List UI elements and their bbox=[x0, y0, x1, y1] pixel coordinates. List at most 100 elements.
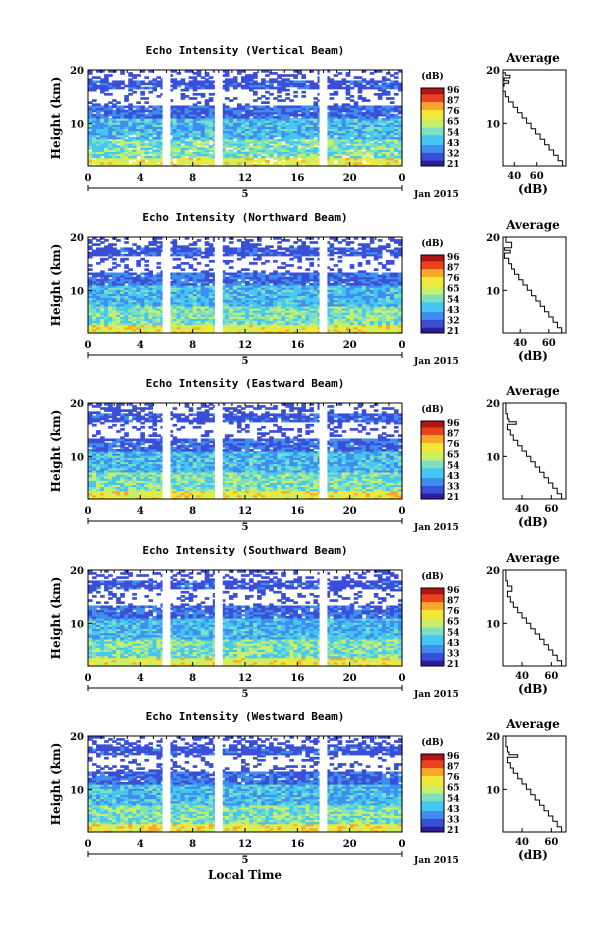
heatmap-cell bbox=[269, 140, 274, 144]
heatmap-cell bbox=[236, 136, 242, 140]
heatmap-cell bbox=[112, 99, 117, 102]
heatmap-cell bbox=[333, 136, 339, 140]
heatmap-cell bbox=[285, 115, 290, 119]
heatmap-cell bbox=[104, 124, 109, 127]
heatmap-cell bbox=[349, 153, 355, 157]
x-tick-label: 0 bbox=[85, 173, 92, 184]
heatmap-cell bbox=[108, 122, 113, 125]
heatmap-cell bbox=[285, 88, 290, 92]
heatmap-cell bbox=[389, 157, 395, 161]
heatmap-cell bbox=[240, 84, 246, 88]
heatmap-cell bbox=[285, 276, 290, 280]
heatmap-cell bbox=[337, 155, 343, 159]
heatmap-cell bbox=[176, 115, 182, 119]
heatmap-cell bbox=[357, 113, 363, 117]
heatmap-cell bbox=[124, 118, 129, 121]
heatmap-cell bbox=[361, 128, 367, 132]
heatmap-cell bbox=[184, 140, 190, 144]
heatmap-cell bbox=[148, 163, 154, 167]
heatmap-cell bbox=[313, 132, 319, 136]
heatmap-cell bbox=[144, 145, 149, 148]
heatmap-cell bbox=[120, 136, 125, 140]
heatmap-cell bbox=[361, 163, 367, 167]
heatmap-cell bbox=[224, 120, 230, 123]
heatmap-cell bbox=[236, 159, 242, 163]
heatmap-cell bbox=[349, 163, 355, 167]
panel-title: Echo Intensity (Vertical Beam) bbox=[146, 44, 345, 57]
heatmap-cell bbox=[337, 130, 343, 134]
heatmap-cell bbox=[140, 147, 145, 150]
heatmap-cell bbox=[240, 145, 246, 148]
heatmap-cell bbox=[261, 105, 266, 109]
heatmap-cell bbox=[124, 105, 129, 109]
heatmap-cell bbox=[301, 122, 306, 125]
heatmap-cell bbox=[329, 140, 335, 144]
heatmap-cell bbox=[116, 163, 121, 167]
heatmap-cell bbox=[168, 122, 174, 125]
heatmap-cell bbox=[208, 132, 214, 136]
heatmap-cell bbox=[196, 128, 202, 132]
heatmap-cell bbox=[289, 122, 294, 125]
heatmap-cell bbox=[204, 130, 210, 134]
heatmap-cell bbox=[180, 153, 186, 157]
heatmap-cell bbox=[208, 126, 214, 130]
heatmap-cell bbox=[188, 122, 194, 125]
heatmap-cell bbox=[269, 78, 274, 82]
heatmap-cell bbox=[257, 138, 262, 142]
heatmap-cell bbox=[393, 136, 399, 140]
heatmap-cell bbox=[285, 161, 290, 165]
heatmap-cell bbox=[140, 143, 145, 146]
heatmap-cell bbox=[140, 97, 145, 100]
heatmap-cell bbox=[104, 92, 109, 96]
heatmap-cell bbox=[249, 151, 254, 155]
heatmap-cell bbox=[325, 130, 331, 134]
heatmap-cell bbox=[257, 151, 262, 155]
heatmap-cell bbox=[172, 138, 178, 142]
heatmap-cell bbox=[236, 151, 242, 155]
heatmap-cell bbox=[277, 74, 282, 77]
heatmap-cell bbox=[273, 138, 278, 142]
heatmap-cell bbox=[104, 115, 109, 119]
heatmap-cell bbox=[180, 132, 186, 136]
heatmap-cell bbox=[184, 149, 190, 152]
heatmap-cell bbox=[305, 84, 311, 88]
heatmap-cell bbox=[232, 272, 238, 276]
heatmap-cell bbox=[192, 128, 198, 132]
heatmap-cell bbox=[96, 128, 101, 132]
heatmap-cell bbox=[249, 155, 254, 159]
heatmap-cell bbox=[245, 155, 250, 159]
heatmap-cell bbox=[92, 109, 97, 113]
heatmap-cell bbox=[168, 124, 174, 127]
heatmap-cell bbox=[176, 122, 182, 125]
heatmap-cell bbox=[261, 120, 266, 123]
heatmap-cell bbox=[269, 118, 274, 121]
heatmap-cell bbox=[397, 132, 403, 136]
heatmap-cell bbox=[228, 124, 234, 127]
heatmap-cell bbox=[349, 161, 355, 165]
heatmap-cell bbox=[188, 282, 194, 286]
heatmap-cell bbox=[381, 105, 387, 109]
heatmap-cell bbox=[208, 134, 214, 138]
heatmap-cell bbox=[188, 272, 194, 276]
heatmap-cell bbox=[385, 147, 391, 150]
heatmap-cell bbox=[180, 126, 186, 130]
heatmap-cell bbox=[249, 134, 254, 138]
heatmap-cell bbox=[220, 143, 226, 146]
heatmap-cell bbox=[156, 147, 162, 150]
heatmap-cell bbox=[369, 159, 375, 163]
heatmap-cell bbox=[240, 118, 246, 121]
heatmap-cell bbox=[369, 113, 375, 117]
heatmap-cell bbox=[385, 138, 391, 142]
heatmap-cell bbox=[100, 105, 105, 109]
heatmap-cell bbox=[140, 163, 145, 167]
heatmap-cell bbox=[361, 120, 367, 123]
heatmap-cell bbox=[148, 130, 154, 134]
heatmap-cell bbox=[200, 124, 206, 127]
heatmap-cell bbox=[377, 84, 383, 88]
heatmap-cell bbox=[245, 111, 250, 115]
heatmap-cell bbox=[273, 134, 278, 138]
heatmap-cell bbox=[309, 124, 315, 127]
heatmap-cell bbox=[152, 157, 158, 161]
heatmap-cell bbox=[305, 157, 311, 161]
heatmap-cell bbox=[116, 109, 121, 113]
